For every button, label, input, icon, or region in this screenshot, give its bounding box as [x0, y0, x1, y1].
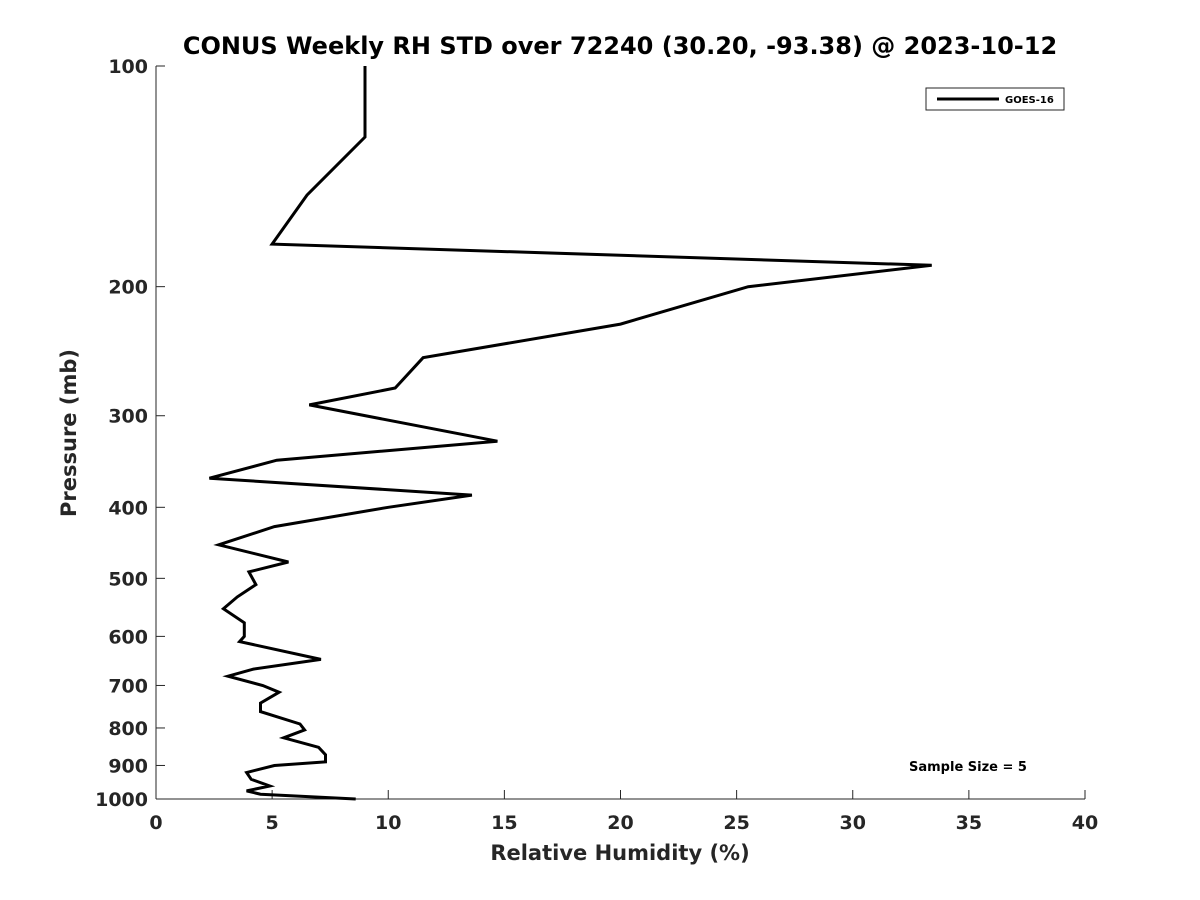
- y-tick-label: 700: [108, 675, 148, 697]
- y-axis-label: Pressure (mb): [57, 349, 81, 517]
- sample-size-annotation: Sample Size = 5: [909, 760, 1027, 775]
- x-tick-label: 5: [266, 812, 279, 834]
- y-tick-label: 400: [108, 497, 148, 519]
- x-tick-label: 25: [723, 812, 749, 834]
- x-tick-label: 15: [491, 812, 517, 834]
- legend-entry-goes-16: GOES-16: [1005, 95, 1054, 106]
- y-tick-label: 800: [108, 718, 148, 740]
- y-tick-label: 200: [108, 277, 148, 299]
- y-tick-label: 900: [108, 755, 148, 777]
- y-tick-label: 300: [108, 406, 148, 428]
- x-tick-label: 35: [956, 812, 982, 834]
- series-group: [209, 66, 932, 801]
- plot-area: 0 5 10 15 20 25 30 35 40 100 200 300 400 500 600 700 80…: [95, 56, 1098, 834]
- series-line-goes-16: [209, 66, 932, 801]
- chart-title: CONUS Weekly RH STD over 72240 (30.20, -…: [183, 32, 1057, 60]
- x-tick-label: 30: [840, 812, 866, 834]
- y-tick-label: 1000: [95, 789, 148, 811]
- legend: GOES-16: [925, 87, 1065, 111]
- x-tick-label: 10: [375, 812, 401, 834]
- x-axis-ticks: 0 5 10 15 20 25 30 35 40: [149, 790, 1098, 834]
- x-tick-label: 20: [607, 812, 633, 834]
- x-tick-label: 0: [149, 812, 162, 834]
- y-tick-label: 100: [108, 56, 148, 78]
- x-tick-label: 40: [1072, 812, 1098, 834]
- y-tick-label: 500: [108, 568, 148, 590]
- y-axis-ticks: 100 200 300 400 500 600 700 800 900 1000: [95, 56, 165, 811]
- y-tick-label: 600: [108, 626, 148, 648]
- x-axis-label: Relative Humidity (%): [490, 841, 749, 865]
